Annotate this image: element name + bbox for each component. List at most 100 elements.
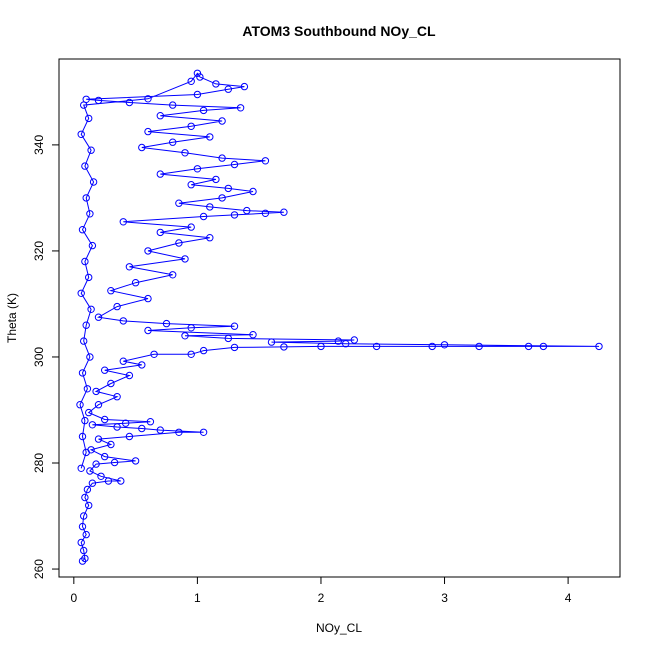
data-point-18 — [101, 452, 109, 461]
data-point-26 — [138, 424, 146, 433]
data-point-118 — [144, 95, 152, 103]
data-point-75 — [175, 239, 183, 247]
data-point-52 — [595, 342, 603, 351]
data-point-129 — [81, 257, 89, 266]
data-point-106 — [236, 104, 245, 112]
data-point-121 — [77, 130, 85, 139]
data-point-17 — [131, 457, 140, 465]
data-point-30 — [146, 418, 155, 426]
data-point-98 — [138, 143, 146, 152]
data-point-40 — [119, 357, 128, 365]
data-point-32 — [85, 408, 93, 417]
data-point-54 — [342, 340, 350, 348]
data-point-42 — [187, 350, 195, 358]
data-point-78 — [187, 223, 195, 231]
data-point-57 — [350, 336, 358, 344]
data-point-13 — [97, 472, 105, 480]
data-point-99 — [169, 138, 177, 146]
data-point-119 — [80, 101, 88, 109]
x-axis: 0 1 2 3 4 — [70, 576, 572, 605]
data-point-126 — [86, 210, 94, 218]
data-point-44 — [230, 343, 239, 352]
y-tick-label-3: 320 — [32, 241, 46, 261]
data-point-49 — [475, 342, 483, 351]
data-point-124 — [89, 178, 98, 186]
y-axis: 260 280 300 320 340 — [32, 135, 60, 579]
data-layer — [76, 69, 603, 565]
data-point-105 — [199, 106, 208, 115]
data-point-86 — [175, 199, 183, 207]
data-point-39 — [138, 361, 146, 369]
data-point-47 — [372, 342, 381, 351]
data-point-132 — [87, 305, 95, 313]
data-point-88 — [249, 187, 257, 196]
data-point-133 — [82, 321, 90, 329]
data-point-8 — [81, 493, 89, 502]
data-point-117 — [187, 77, 195, 86]
data-point-113 — [240, 82, 249, 91]
data-point-14 — [86, 467, 94, 475]
data-point-131 — [77, 289, 85, 297]
data-point-53 — [440, 341, 449, 349]
data-point-22 — [125, 432, 134, 441]
data-point-96 — [218, 154, 226, 162]
data-point-51 — [539, 342, 548, 351]
data-point-60 — [249, 331, 257, 339]
data-point-134 — [80, 337, 88, 345]
data-point-63 — [230, 322, 239, 330]
data-point-72 — [125, 263, 134, 271]
data-point-109 — [94, 96, 103, 105]
data-point-66 — [94, 313, 103, 321]
data-point-112 — [224, 85, 233, 93]
data-point-45 — [280, 343, 288, 351]
data-point-36 — [107, 379, 115, 388]
data-point-34 — [113, 393, 121, 401]
data-point-140 — [78, 432, 87, 441]
data-point-95 — [261, 157, 270, 165]
data-point-68 — [144, 294, 152, 303]
data-point-139 — [81, 416, 89, 425]
data-point-127 — [78, 226, 87, 234]
data-point-94 — [230, 160, 239, 169]
data-point-48 — [428, 342, 436, 351]
data-point-93 — [193, 165, 202, 173]
data-point-108 — [125, 98, 134, 107]
data-point-11 — [104, 477, 113, 485]
data-point-3 — [77, 538, 85, 547]
data-point-16 — [110, 458, 119, 467]
data-point-123 — [81, 162, 89, 170]
data-point-4 — [82, 530, 90, 539]
data-point-115 — [196, 73, 204, 81]
data-point-46 — [317, 342, 325, 351]
data-point-81 — [230, 211, 239, 219]
data-point-24 — [199, 428, 208, 436]
data-point-116 — [193, 69, 202, 78]
data-point-21 — [94, 435, 103, 443]
data-point-1 — [81, 554, 89, 563]
data-point-111 — [193, 90, 202, 99]
data-point-55 — [267, 338, 276, 346]
data-point-102 — [187, 122, 195, 131]
y-axis-label: Theta (K) — [5, 293, 19, 343]
data-point-23 — [175, 428, 183, 436]
data-point-2 — [80, 546, 88, 555]
y-tick-label-0: 260 — [32, 559, 46, 579]
data-point-7 — [85, 501, 93, 510]
data-point-29 — [122, 419, 130, 427]
data-point-67 — [113, 302, 121, 311]
data-point-41 — [150, 350, 158, 358]
data-point-97 — [181, 149, 189, 157]
data-point-91 — [212, 175, 220, 184]
x-tick-label-2: 2 — [318, 591, 325, 605]
x-axis-label: NOy_CL — [316, 621, 362, 635]
data-point-38 — [101, 366, 109, 374]
data-point-61 — [144, 326, 152, 335]
data-point-58 — [224, 334, 233, 343]
data-point-141 — [82, 448, 90, 457]
x-tick-label-1: 1 — [194, 591, 201, 605]
data-point-64 — [162, 319, 171, 328]
x-tick-label-0: 0 — [70, 591, 77, 605]
data-point-104 — [156, 112, 165, 120]
data-point-135 — [86, 353, 94, 361]
